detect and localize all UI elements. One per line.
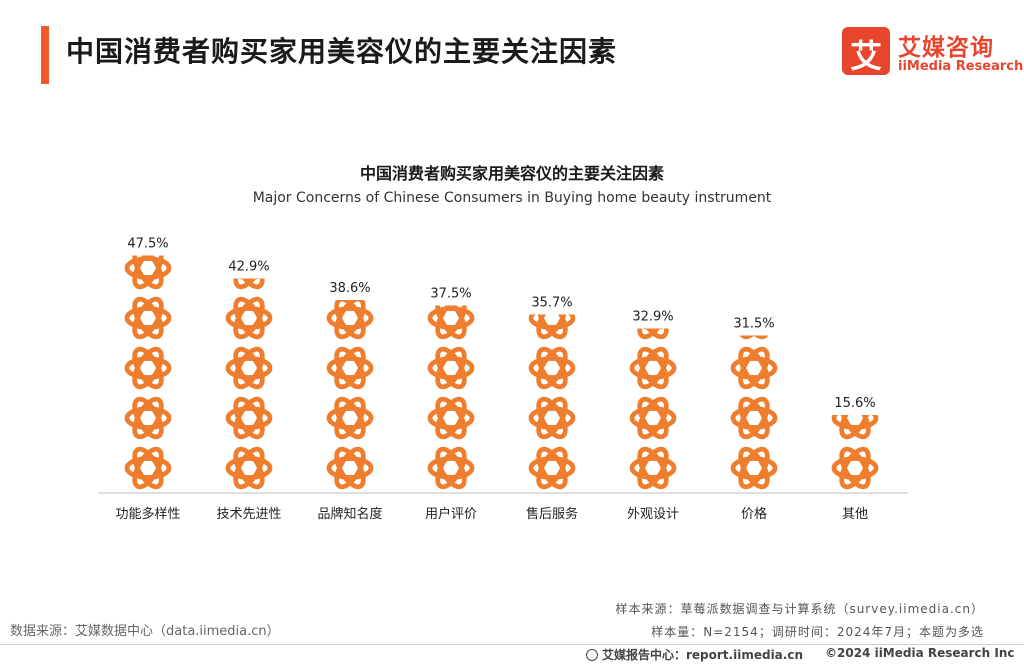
- category-tick-label: 价格: [741, 506, 767, 522]
- category-tick-label: 其他: [842, 507, 868, 522]
- category-tick-label: 品牌知名度: [317, 506, 382, 522]
- sample-info-note: 样本量：N=2154；调研时间：2024年7月；本题为多选: [651, 625, 984, 639]
- bar-外观设计: [632, 245, 674, 491]
- value-label: 32.9%: [632, 310, 673, 325]
- value-label: 31.5%: [733, 317, 774, 332]
- title-accent-bar: [41, 26, 49, 84]
- iimedia-logo: 艾 艾媒咨询 iiMedia Research: [842, 27, 1023, 77]
- category-tick-label: 外观设计: [627, 507, 679, 522]
- chart-title: 中国消费者购买家用美容仪的主要关注因素: [359, 164, 664, 183]
- chart-subtitle: Major Concerns of Chinese Consumers in B…: [252, 190, 772, 206]
- bar-价格: [733, 245, 775, 491]
- logo-mark: 艾: [842, 27, 890, 75]
- value-label: 35.7%: [531, 296, 572, 311]
- logo-glyph: 艾: [849, 37, 882, 75]
- copyright: ©2024 iiMedia Research Inc: [825, 646, 1015, 660]
- category-tick-label: 技术先进性: [216, 507, 281, 522]
- category-tick-label: 售后服务: [526, 506, 578, 522]
- logo-name-cn: 艾媒咨询: [898, 35, 994, 61]
- logo-name-en: iiMedia Research: [898, 59, 1024, 74]
- report-center-text: 艾媒报告中心：report.iimedia.cn: [602, 648, 803, 662]
- bar-其他: [834, 345, 876, 491]
- value-label: 38.6%: [329, 281, 370, 296]
- bar-chart: 47.5% 42.9% 38.6% 37.5% 35.7% 32.9% 31.5% 15.6%…: [98, 195, 908, 522]
- footer-divider: [0, 644, 1024, 645]
- sample-source-note: 样本来源：草莓派数据调查与计算系统（survey.iimedia.cn）: [615, 602, 984, 616]
- category-tick-label: 功能多样性: [115, 506, 180, 522]
- value-label: 15.6%: [834, 396, 875, 411]
- value-label: 37.5%: [430, 287, 471, 302]
- bar-售后服务: [531, 245, 573, 491]
- category-tick-label: 用户评价: [425, 506, 477, 522]
- bar-技术先进性: [228, 195, 270, 491]
- report-center-link[interactable]: 艾媒报告中心：report.iimedia.cn: [586, 646, 803, 663]
- value-label: 47.5%: [127, 237, 168, 252]
- globe-icon: [586, 649, 598, 661]
- data-source: 数据来源：艾媒数据中心（data.iimedia.cn）: [10, 624, 280, 639]
- value-label: 42.9%: [228, 260, 269, 275]
- bar-用户评价: [430, 245, 472, 491]
- page-title: 中国消费者购买家用美容仪的主要关注因素: [66, 35, 618, 68]
